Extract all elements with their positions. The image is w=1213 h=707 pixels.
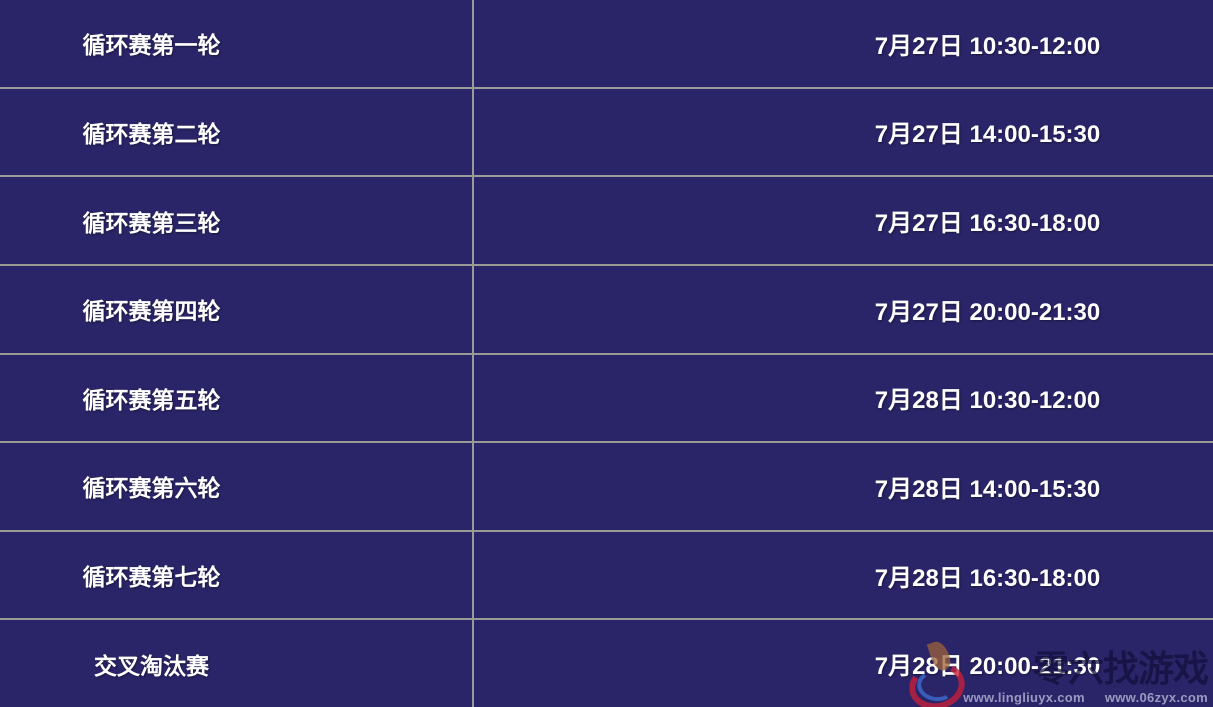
time-value: 7月28日 10:30-12:00 — [874, 387, 1101, 415]
round-name: 循环赛第一轮 — [82, 32, 221, 59]
round-name: 循环赛第二轮 — [82, 120, 221, 147]
time-cell: 7月28日 10:30-12:00 — [474, 355, 1213, 442]
time-value: 7月28日 20:00-21:30 — [874, 653, 1101, 681]
schedule-row: 循环赛第六轮 7月28日 14:00-15:30 — [0, 443, 1213, 532]
round-name-cell: 循环赛第三轮 — [0, 177, 474, 264]
round-name: 循环赛第三轮 — [82, 209, 221, 236]
round-name-cell: 循环赛第六轮 — [0, 443, 474, 530]
time-cell: 7月27日 16:30-18:00 — [474, 177, 1213, 264]
round-name-cell: 循环赛第二轮 — [0, 88, 474, 176]
round-name: 交叉淘汰赛 — [94, 652, 209, 679]
time-cell: 7月28日 16:30-18:00 — [474, 532, 1213, 619]
round-name-cell: 循环赛第一轮 — [0, 0, 474, 87]
time-cell: 7月27日 20:00-21:30 — [474, 266, 1213, 353]
schedule-row: 循环赛第四轮 7月27日 20:00-21:30 — [0, 265, 1213, 355]
schedule-row: 循环赛第五轮 7月28日 10:30-12:00 — [0, 354, 1213, 444]
time-cell: 7月27日 14:00-15:30 — [474, 89, 1213, 176]
time-value: 7月27日 16:30-18:00 — [874, 210, 1101, 238]
time-cell: 7月28日 14:00-15:30 — [474, 443, 1213, 530]
round-name: 循环赛第五轮 — [82, 386, 221, 413]
round-name-cell: 循环赛第七轮 — [0, 531, 474, 619]
round-name: 循环赛第七轮 — [82, 564, 221, 591]
round-name-cell: 循环赛第四轮 — [0, 265, 474, 353]
time-value: 7月28日 16:30-18:00 — [874, 564, 1101, 592]
time-value: 7月27日 20:00-21:30 — [874, 298, 1101, 326]
time-value: 7月28日 14:00-15:30 — [874, 475, 1101, 503]
schedule-row: 交叉淘汰赛 7月28日 20:00-21:30 — [0, 620, 1213, 707]
time-cell: 7月28日 20:00-21:30 — [474, 620, 1213, 707]
schedule-row: 循环赛第七轮 7月28日 16:30-18:00 — [0, 531, 1213, 621]
time-value: 7月27日 14:00-15:30 — [874, 121, 1101, 149]
round-name-cell: 循环赛第五轮 — [0, 354, 474, 442]
round-name: 循环赛第四轮 — [82, 298, 221, 325]
schedule-row: 循环赛第三轮 7月27日 16:30-18:00 — [0, 177, 1213, 266]
round-name-cell: 交叉淘汰赛 — [0, 620, 474, 707]
time-value: 7月27日 10:30-12:00 — [874, 32, 1101, 60]
round-name: 循环赛第六轮 — [82, 475, 221, 502]
schedule-row: 循环赛第一轮 7月27日 10:30-12:00 — [0, 0, 1213, 89]
time-cell: 7月27日 10:30-12:00 — [474, 0, 1213, 87]
schedule-row: 循环赛第二轮 7月27日 14:00-15:30 — [0, 88, 1213, 178]
